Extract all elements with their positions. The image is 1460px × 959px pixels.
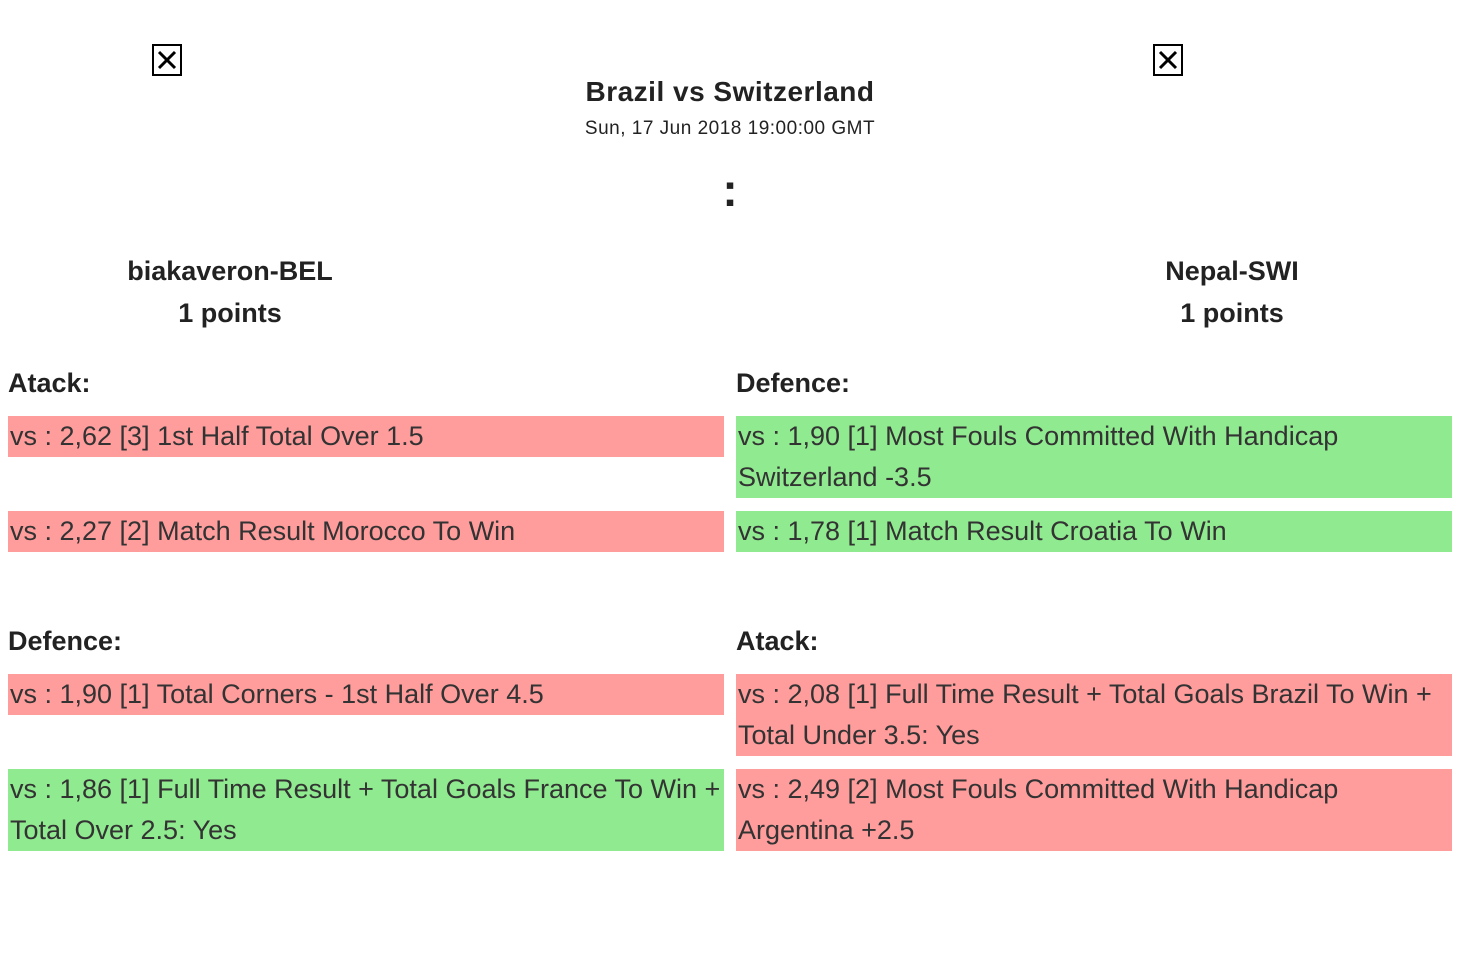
player-left: biakaveron-BEL 1 points (60, 250, 400, 334)
bet-item: vs : 1,90 [1] Most Fouls Committed With … (736, 416, 1452, 498)
section-title: Atack: (736, 626, 819, 656)
bet-item: vs : 2,27 [2] Match Result Morocco To Wi… (8, 511, 724, 552)
section-right-top: Defence: vs : 1,90 [1] Most Fouls Commit… (736, 365, 1452, 552)
section-title: Atack: (8, 368, 91, 398)
player-name: biakaveron-BEL (127, 256, 333, 286)
score-separator: : (722, 164, 738, 216)
section-title: Defence: (8, 626, 123, 656)
broken-image-icon (1153, 44, 1183, 76)
bet-item: vs : 2,08 [1] Full Time Result + Total G… (736, 674, 1452, 756)
section-right-bottom: Atack: vs : 2,08 [1] Full Time Result + … (736, 623, 1452, 851)
section-title: Defence: (736, 368, 851, 398)
section-left-bottom: Defence: vs : 1,90 [1] Total Corners - 1… (8, 623, 724, 851)
player-points: 1 points (1180, 298, 1284, 328)
player-right: Nepal-SWI 1 points (1062, 250, 1402, 334)
broken-image-icon (152, 44, 182, 76)
section-left-top: Atack: vs : 2,62 [3] 1st Half Total Over… (8, 365, 724, 552)
match-date: Sun, 17 Jun 2018 19:00:00 GMT (584, 118, 876, 139)
bet-item: vs : 2,49 [2] Most Fouls Committed With … (736, 769, 1452, 851)
bet-item: vs : 1,78 [1] Match Result Croatia To Wi… (736, 511, 1452, 552)
bet-item: vs : 1,90 [1] Total Corners - 1st Half O… (8, 674, 724, 715)
bet-item: vs : 1,86 [1] Full Time Result + Total G… (8, 769, 724, 851)
player-points: 1 points (178, 298, 282, 328)
player-name: Nepal-SWI (1165, 256, 1299, 286)
match-title: Brazil vs Switzerland (585, 76, 875, 107)
bet-item: vs : 2,62 [3] 1st Half Total Over 1.5 (8, 416, 724, 457)
